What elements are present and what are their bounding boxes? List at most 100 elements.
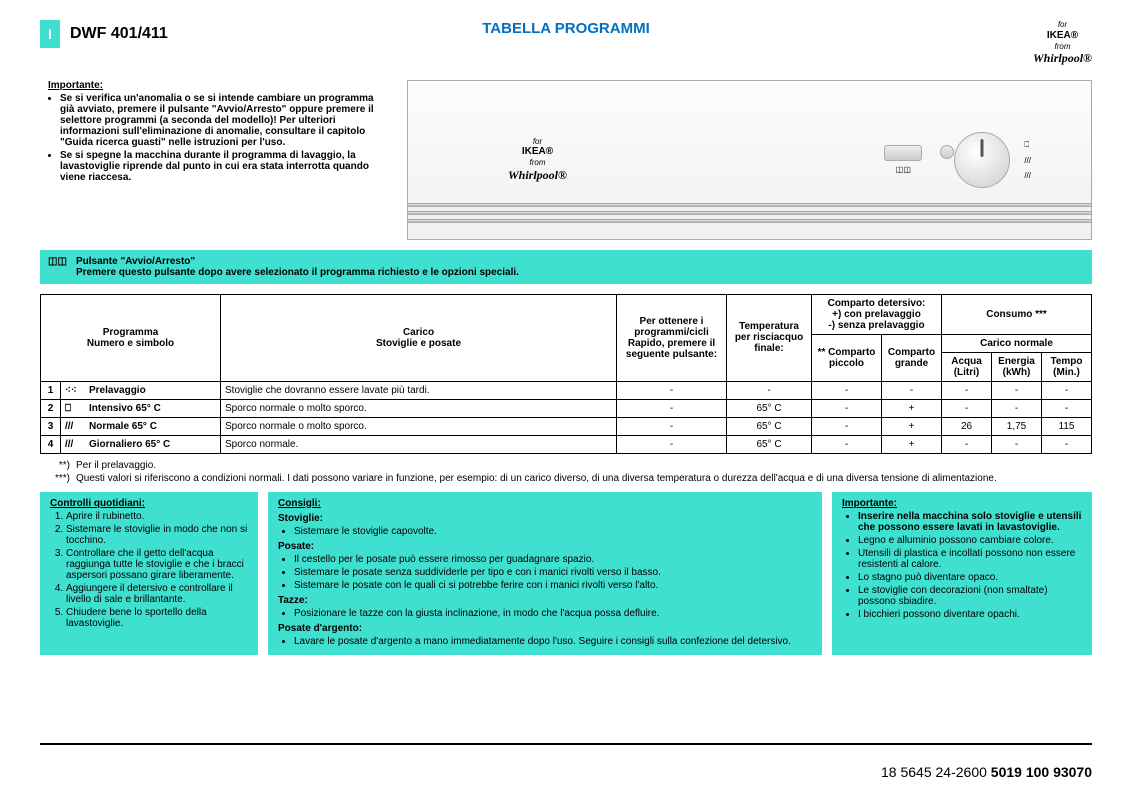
importante-box: Importante: Se si verifica un'anomalia o… xyxy=(40,80,395,240)
prog-name-cell: ///Normale 65° C xyxy=(61,417,221,435)
th-acqua: Acqua (Litri) xyxy=(942,352,992,381)
brand-for: for xyxy=(1033,20,1092,30)
cg-cell: + xyxy=(882,399,942,417)
rapido-cell: - xyxy=(617,417,727,435)
consigli-item: Sistemare le posate senza suddividerle p… xyxy=(294,567,812,578)
footer-rule xyxy=(40,743,1092,745)
footnote-text: Per il prelavaggio. xyxy=(76,460,156,471)
avvio-icon: ◫◫ xyxy=(48,256,76,267)
row-num: 2 xyxy=(41,399,61,417)
consigli-box: Consigli: Stoviglie: Sistemare le stovig… xyxy=(268,492,822,655)
controlli-item: Sistemare le stoviglie in modo che non s… xyxy=(66,524,248,546)
model-number: DWF 401/411 xyxy=(70,25,168,43)
controlli-item: Chiudere bene lo sportello della lavasto… xyxy=(66,607,248,629)
acqua-cell: 26 xyxy=(942,417,992,435)
cp-cell: - xyxy=(812,435,882,453)
table-row: 2 ⎕Intensivo 65° C Sporco normale o molt… xyxy=(41,399,1092,417)
prog-icon: /// xyxy=(65,421,83,432)
importante2-item: Lo stagno può diventare opaco. xyxy=(858,572,1082,583)
controlli-item: Controllare che il getto dell'acqua ragg… xyxy=(66,548,248,581)
carico-cell: Sporco normale. xyxy=(221,435,617,453)
table-row: 1 ⁖⁖Prelavaggio Stoviglie che dovranno e… xyxy=(41,381,1092,399)
importante-item: Se si spegne la macchina durante il prog… xyxy=(60,150,387,183)
panel-brand: for IKEA® from Whirlpool® xyxy=(508,137,567,183)
th-comp-grande: Comparto grande xyxy=(882,334,942,381)
brand-whirlpool: Whirlpool® xyxy=(1033,51,1092,65)
country-box: I xyxy=(40,20,60,48)
tempo-cell: 115 xyxy=(1042,417,1092,435)
consigli-sub: Stoviglie: xyxy=(278,513,812,524)
th-rapido: Per ottenere i programmi/cicli Rapido, p… xyxy=(617,294,727,381)
prog-name-cell: ⁖⁖Prelavaggio xyxy=(61,381,221,399)
acqua-cell: - xyxy=(942,399,992,417)
th-carico-normale: Carico normale xyxy=(942,334,1092,352)
th-temp: Temperatura per risciacquo finale: xyxy=(727,294,812,381)
energia-cell: - xyxy=(992,381,1042,399)
importante-item: Se si verifica un'anomalia o se si inten… xyxy=(60,93,387,148)
th-consumo: Consumo *** xyxy=(942,294,1092,334)
rapido-cell: - xyxy=(617,381,727,399)
acqua-cell: - xyxy=(942,381,992,399)
th-carico: Carico Stoviglie e posate xyxy=(221,294,617,381)
footer-code1: 18 5645 24-2600 xyxy=(881,764,987,780)
consigli-item: Sistemare le stoviglie capovolte. xyxy=(294,526,812,537)
consigli-item: Sistemare le posate con le quali ci si p… xyxy=(294,580,812,591)
program-table: Programma Numero e simbolo Carico Stovig… xyxy=(40,294,1092,454)
th-detersivo: Comparto detersivo: +) con prelavaggio -… xyxy=(812,294,942,334)
energia-cell: - xyxy=(992,399,1042,417)
consigli-sub: Posate: xyxy=(278,541,812,552)
th-tempo: Tempo (Min.) xyxy=(1042,352,1092,381)
importante2-item: Le stoviglie con decorazioni (non smalta… xyxy=(858,585,1082,607)
tips-row: Controlli quotidiani: Aprire il rubinett… xyxy=(40,492,1092,655)
controlli-title: Controlli quotidiani: xyxy=(50,498,248,509)
carico-cell: Stoviglie che dovranno essere lavate più… xyxy=(221,381,617,399)
cg-cell: + xyxy=(882,417,942,435)
footnote-mark: **) xyxy=(40,460,70,471)
consigli-item: Il cestello per le posate può essere rim… xyxy=(294,554,812,565)
rapido-cell: - xyxy=(617,435,727,453)
control-panel-illustration: for IKEA® from Whirlpool® ◫◫ ⎕////// xyxy=(407,80,1092,240)
consigli-sub: Posate d'argento: xyxy=(278,623,812,634)
importante-title: Importante: xyxy=(48,80,387,91)
rapido-cell: - xyxy=(617,399,727,417)
th-programma: Programma Numero e simbolo xyxy=(41,294,221,381)
doc-footer: 18 5645 24-2600 5019 100 93070 xyxy=(881,764,1092,780)
cp-cell: - xyxy=(812,381,882,399)
avvio-text: Premere questo pulsante dopo avere selez… xyxy=(76,267,519,278)
temp-cell: 65° C xyxy=(727,435,812,453)
panel-button xyxy=(884,145,922,161)
panel-buttons: ◫◫ xyxy=(884,145,954,174)
row-num: 4 xyxy=(41,435,61,453)
importante2-lead: Inserire nella macchina solo stoviglie e… xyxy=(858,511,1082,533)
acqua-cell: - xyxy=(942,435,992,453)
temp-cell: 65° C xyxy=(727,417,812,435)
importante2-list: Legno e alluminio possono cambiare color… xyxy=(842,535,1082,620)
carico-cell: Sporco normale o molto sporco. xyxy=(221,399,617,417)
row-num: 1 xyxy=(41,381,61,399)
footnotes: **)Per il prelavaggio. ***)Questi valori… xyxy=(40,460,1092,484)
brand-logo: for IKEA® from Whirlpool® xyxy=(1033,20,1092,66)
tempo-cell: - xyxy=(1042,381,1092,399)
energia-cell: 1,75 xyxy=(992,417,1042,435)
prog-icon: ⁖⁖ xyxy=(65,385,83,396)
table-row: 3 ///Normale 65° C Sporco normale o molt… xyxy=(41,417,1092,435)
importante2-title: Importante: xyxy=(842,498,1082,509)
cp-cell: - xyxy=(812,417,882,435)
consigli-sub: Tazze: xyxy=(278,595,812,606)
prog-name: Giornaliero 65° C xyxy=(89,439,170,450)
brand-ikea: IKEA® xyxy=(1033,30,1092,42)
prog-name-cell: ⎕Intensivo 65° C xyxy=(61,399,221,417)
carico-cell: Sporco normale o molto sporco. xyxy=(221,417,617,435)
prog-name-cell: ///Giornaliero 65° C xyxy=(61,435,221,453)
row-num: 3 xyxy=(41,417,61,435)
importante2-item: Legno e alluminio possono cambiare color… xyxy=(858,535,1082,546)
temp-cell: - xyxy=(727,381,812,399)
consigli-title: Consigli: xyxy=(278,498,812,509)
importante-list: Se si verifica un'anomalia o se si inten… xyxy=(48,93,387,183)
consigli-item: Lavare le posate d'argento a mano immedi… xyxy=(294,636,812,647)
controlli-list: Aprire il rubinetto.Sistemare le stovigl… xyxy=(50,511,248,629)
footer-code2: 5019 100 93070 xyxy=(991,764,1092,780)
importante2-box: Importante: Inserire nella macchina solo… xyxy=(832,492,1092,655)
prog-name: Intensivo 65° C xyxy=(89,403,161,414)
controlli-box: Controlli quotidiani: Aprire il rubinett… xyxy=(40,492,258,655)
